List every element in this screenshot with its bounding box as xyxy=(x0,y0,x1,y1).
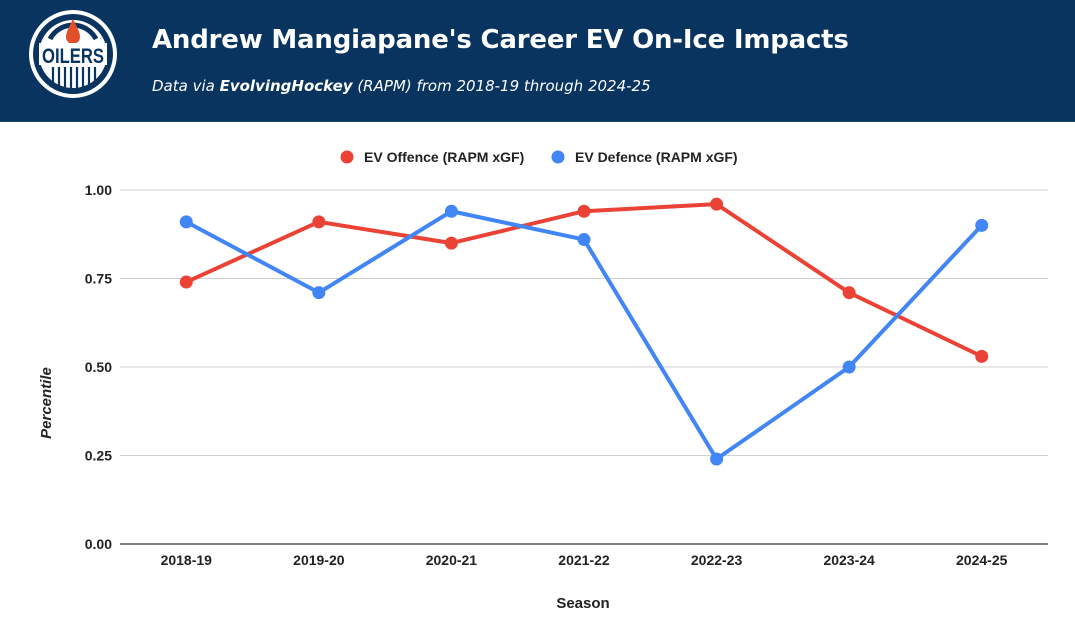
legend-item[interactable]: EV Defence (RAPM xGF) xyxy=(551,149,738,165)
y-tick-label: 0.00 xyxy=(85,536,112,552)
data-point[interactable] xyxy=(444,236,458,250)
data-point[interactable] xyxy=(179,215,193,229)
header-banner: OILERS Andrew Mangiapane's Career EV On-… xyxy=(0,0,1075,122)
legend-marker xyxy=(551,150,565,164)
y-axis-ticks: 0.00 0.25 0.50 0.75 1.00 xyxy=(85,182,112,552)
x-tick-label: 2021-22 xyxy=(558,552,610,568)
subtitle-suffix: (RAPM) from 2018-19 through 2024-25 xyxy=(352,77,651,95)
x-tick-label: 2023-24 xyxy=(823,552,875,568)
series-ev-offence-rapm-xgf xyxy=(179,197,989,363)
data-point[interactable] xyxy=(842,360,856,374)
series-group xyxy=(179,197,989,466)
y-tick-label: 0.50 xyxy=(85,359,112,375)
gridlines xyxy=(120,189,1048,545)
x-tick-label: 2019-20 xyxy=(293,552,345,568)
y-tick-label: 1.00 xyxy=(85,182,112,198)
data-point[interactable] xyxy=(710,197,724,211)
legend-label: EV Offence (RAPM xGF) xyxy=(364,149,524,165)
data-point[interactable] xyxy=(710,452,724,466)
legend-label: EV Defence (RAPM xGF) xyxy=(575,149,738,165)
data-point[interactable] xyxy=(312,286,326,300)
data-point[interactable] xyxy=(577,233,591,247)
series-line xyxy=(185,209,984,462)
y-tick-label: 0.25 xyxy=(85,448,112,464)
oilers-logo-icon: OILERS xyxy=(29,10,117,98)
chart-title: Andrew Mangiapane's Career EV On-Ice Imp… xyxy=(152,25,849,55)
legend: EV Offence (RAPM xGF) EV Defence (RAPM xG… xyxy=(340,149,738,165)
line-chart: EV Offence (RAPM xGF) EV Defence (RAPM xG… xyxy=(38,149,1048,612)
subtitle-source: EvolvingHockey xyxy=(219,77,353,95)
data-point[interactable] xyxy=(975,349,989,363)
x-tick-label: 2024-25 xyxy=(956,552,1008,568)
chart-subtitle: Data via EvolvingHockey (RAPM) from 2018… xyxy=(152,77,651,95)
subtitle-prefix: Data via xyxy=(152,77,220,95)
data-point[interactable] xyxy=(577,204,591,218)
y-axis-title: Percentile xyxy=(38,367,55,439)
legend-item[interactable]: EV Offence (RAPM xGF) xyxy=(340,149,525,165)
legend-marker xyxy=(340,150,354,164)
x-axis-ticks: 2018-19 2019-20 2020-21 2021-22 2022-23 2023-… xyxy=(161,552,1008,568)
data-point[interactable] xyxy=(312,215,326,229)
data-point[interactable] xyxy=(179,275,193,289)
x-tick-label: 2020-21 xyxy=(426,552,478,568)
x-tick-label: 2018-19 xyxy=(161,552,213,568)
data-point[interactable] xyxy=(975,218,989,232)
y-tick-label: 0.75 xyxy=(85,271,112,287)
data-point[interactable] xyxy=(842,286,856,300)
x-axis-title: Season xyxy=(556,595,609,612)
series-ev-defence-rapm-xgf xyxy=(179,204,989,466)
x-tick-label: 2022-23 xyxy=(691,552,743,568)
data-point[interactable] xyxy=(444,204,458,218)
logo-text: OILERS xyxy=(42,45,104,68)
series-line xyxy=(185,202,983,359)
